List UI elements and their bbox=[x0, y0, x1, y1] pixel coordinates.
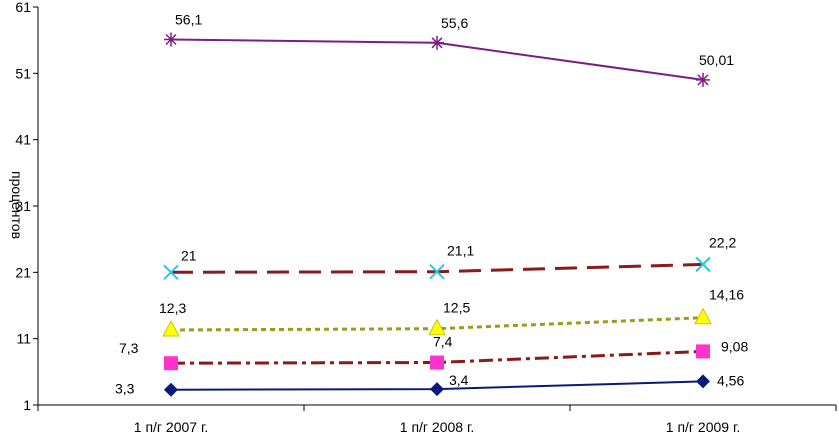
data-labels-layer: 56,1 55,6 50,01 21 21,1 22,2 12,3 12,5 14,16 7,3 7… bbox=[115, 12, 748, 397]
y-axis-title: процентов bbox=[9, 171, 25, 239]
marker-stroke bbox=[163, 264, 179, 281]
data-point bbox=[430, 382, 444, 397]
series-4 bbox=[164, 374, 710, 397]
series-line bbox=[170, 316, 704, 332]
x-tick-label: 1 п/г 2007 г. bbox=[134, 419, 208, 435]
data-label: 21 bbox=[181, 247, 197, 263]
marker-diamond bbox=[696, 374, 710, 389]
data-point bbox=[164, 382, 178, 397]
data-label: 22,2 bbox=[709, 234, 736, 250]
y-tick-label: 31 bbox=[15, 198, 31, 214]
data-point bbox=[428, 318, 446, 336]
data-label: 3,3 bbox=[115, 381, 135, 397]
data-label: 12,3 bbox=[159, 300, 186, 316]
marker-stroke bbox=[695, 256, 711, 273]
data-label: 7,4 bbox=[433, 334, 453, 350]
data-label: 7,3 bbox=[119, 340, 139, 356]
data-point bbox=[696, 374, 710, 389]
marker-diamond bbox=[164, 382, 178, 397]
x-tick-label: 1 п/г 2009 г. bbox=[666, 419, 740, 435]
marker-square bbox=[430, 355, 444, 370]
data-label: 55,6 bbox=[441, 15, 468, 31]
data-point bbox=[163, 264, 179, 281]
marker-diamond bbox=[430, 382, 444, 397]
data-label: 56,1 bbox=[175, 12, 202, 28]
y-tick-label: 51 bbox=[15, 65, 31, 81]
data-label: 12,5 bbox=[443, 300, 470, 316]
data-label: 50,01 bbox=[699, 52, 734, 68]
data-point bbox=[430, 35, 444, 50]
series-layer bbox=[162, 32, 712, 397]
data-point bbox=[696, 72, 710, 87]
data-point bbox=[164, 356, 178, 371]
marker-triangle bbox=[694, 307, 712, 325]
data-point bbox=[694, 307, 712, 325]
x-tick-label: 1 п/г 2008 г. bbox=[400, 419, 474, 435]
y-tick-label: 41 bbox=[15, 132, 31, 148]
data-label: 14,16 bbox=[709, 287, 744, 303]
y-tick-label: 11 bbox=[16, 331, 31, 347]
series-1 bbox=[163, 256, 711, 281]
y-tick-label: 21 bbox=[15, 264, 31, 280]
data-label: 4,56 bbox=[717, 372, 744, 388]
y-tick-label: 61 bbox=[15, 0, 31, 15]
marker-stroke bbox=[697, 74, 709, 86]
y-tick-label: 1 bbox=[23, 397, 31, 413]
series-2 bbox=[162, 307, 712, 337]
marker-triangle bbox=[162, 319, 180, 337]
marker-stroke bbox=[431, 37, 443, 49]
marker-square bbox=[164, 356, 178, 371]
series-0 bbox=[164, 32, 710, 87]
data-label: 3,4 bbox=[449, 372, 469, 388]
data-point bbox=[695, 256, 711, 273]
data-point bbox=[429, 263, 445, 280]
data-point bbox=[430, 355, 444, 370]
data-point bbox=[164, 32, 178, 47]
marker-square bbox=[696, 344, 710, 359]
data-point bbox=[696, 344, 710, 359]
data-point bbox=[162, 319, 180, 337]
marker-stroke bbox=[165, 33, 177, 46]
marker-triangle bbox=[428, 318, 446, 336]
data-label: 9,08 bbox=[721, 338, 748, 354]
series-line bbox=[170, 349, 704, 365]
data-label: 21,1 bbox=[447, 243, 474, 259]
series-3 bbox=[164, 344, 710, 371]
marker-stroke bbox=[429, 263, 445, 280]
